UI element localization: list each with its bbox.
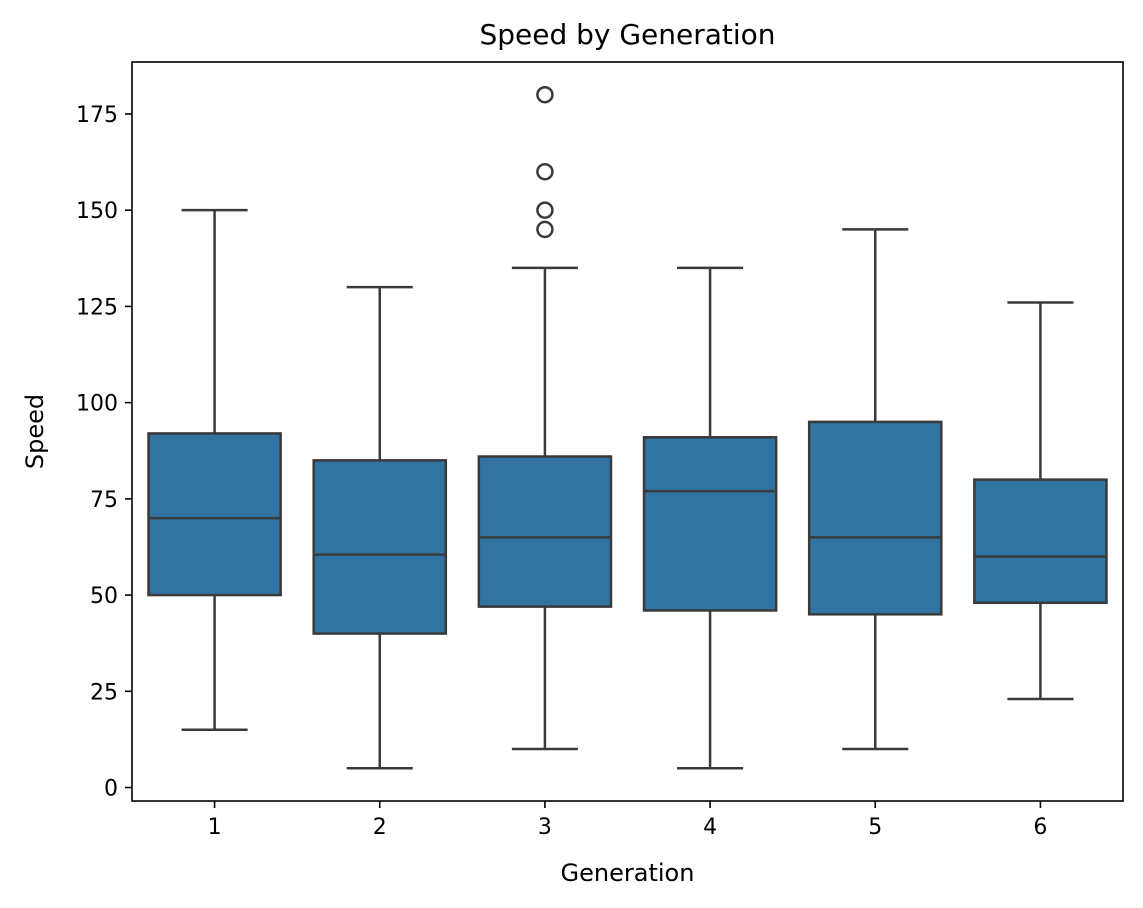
x-tick-label: 3	[538, 815, 552, 840]
x-tick-label: 6	[1033, 815, 1047, 840]
plot-frame	[131, 61, 1124, 802]
chart-title: Speed by Generation	[479, 18, 775, 51]
outlier-point	[536, 162, 554, 181]
box-iqr	[477, 455, 613, 608]
x-tick-label: 5	[868, 815, 882, 840]
outlier-point	[536, 85, 554, 104]
box-group-5	[807, 228, 943, 751]
box-group-1	[147, 208, 282, 732]
x-tick-label: 1	[208, 815, 222, 840]
outlier-point	[536, 201, 554, 219]
box-iqr	[807, 420, 943, 616]
box-group-6	[973, 301, 1108, 701]
y-tick-label: 100	[76, 392, 118, 417]
y-tick-label: 0	[104, 777, 118, 802]
y-tick-label: 125	[76, 295, 118, 320]
box-iqr	[147, 432, 282, 597]
y-tick-label: 75	[90, 488, 118, 513]
box-group-3	[477, 85, 613, 751]
y-tick-label: 25	[90, 680, 118, 705]
axes: 0 25 50 75 100 125 150 175 1 2 3 4 5 6	[76, 61, 1124, 840]
y-tick-label: 175	[76, 103, 118, 128]
box-group-4	[642, 266, 778, 770]
x-tick-label: 4	[703, 815, 717, 840]
box-iqr	[312, 459, 448, 635]
x-axis-title: Generation	[561, 859, 695, 887]
box-iqr	[973, 478, 1108, 605]
plot-area	[147, 85, 1108, 770]
box-iqr	[642, 436, 778, 612]
x-tick-label: 2	[373, 815, 387, 840]
y-tick-label: 150	[76, 199, 118, 224]
y-axis-title: Speed	[21, 394, 49, 469]
y-tick-label: 50	[90, 584, 118, 609]
box-group-2	[312, 285, 448, 770]
outlier-point	[536, 220, 554, 239]
